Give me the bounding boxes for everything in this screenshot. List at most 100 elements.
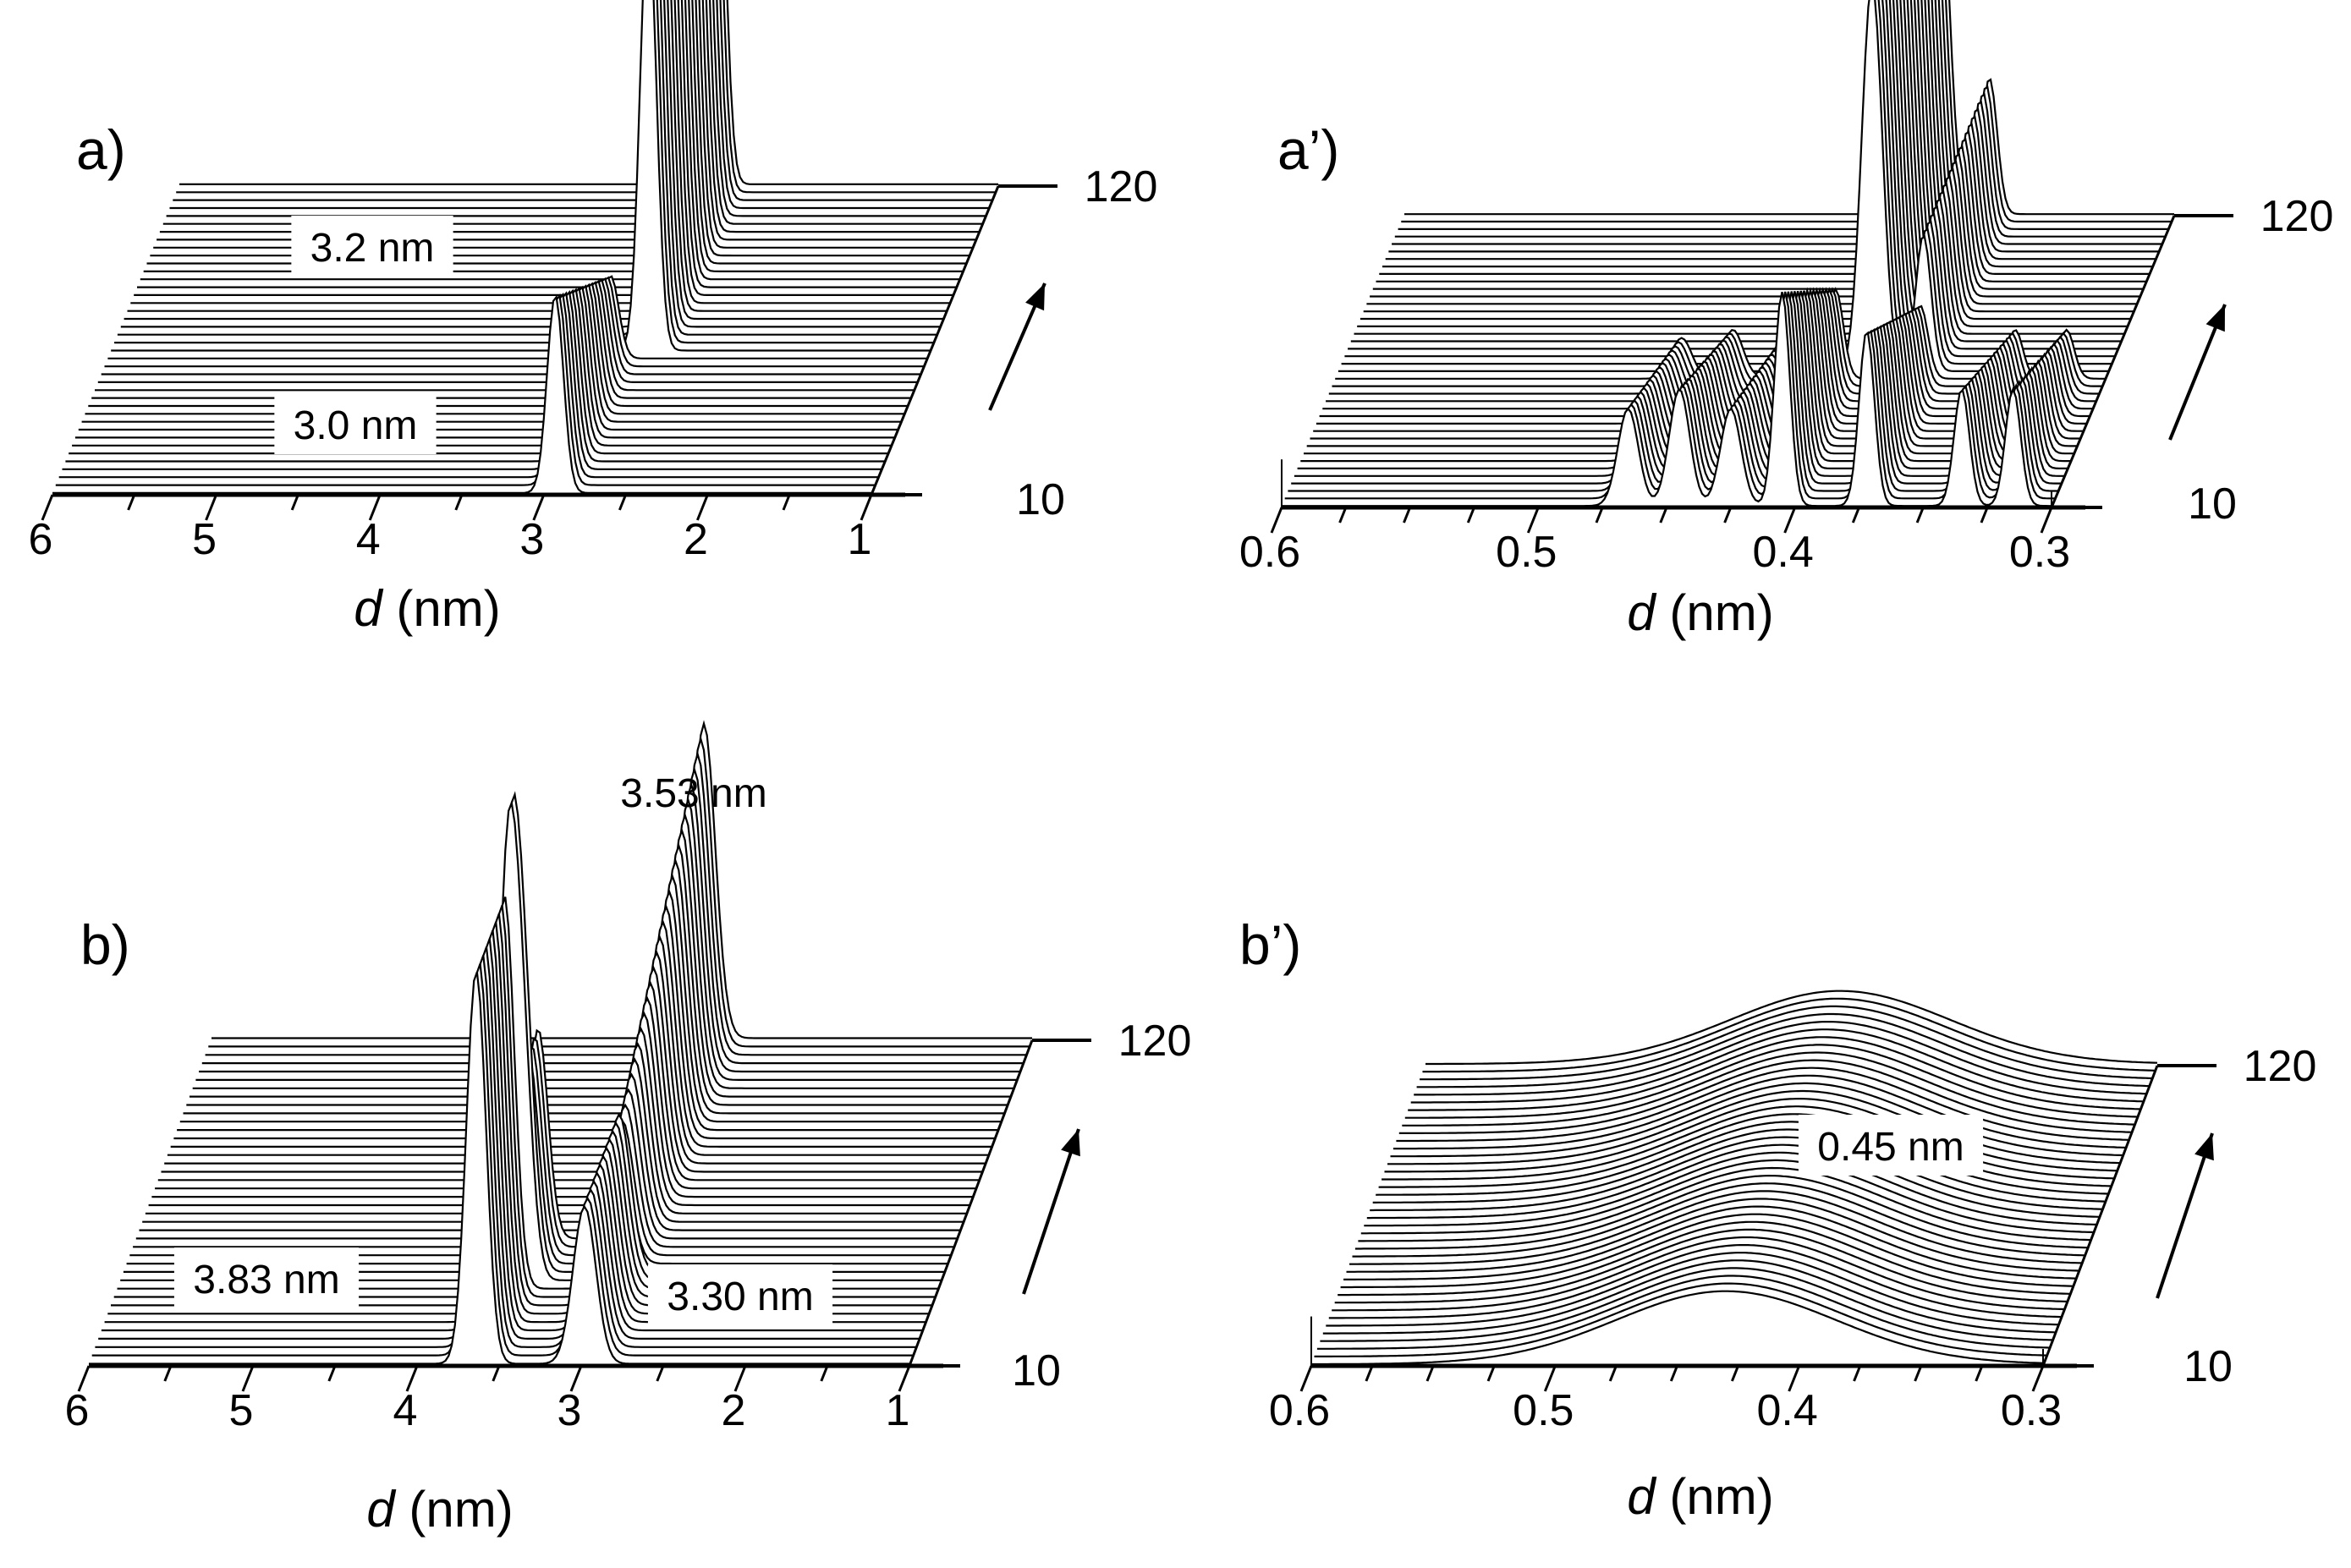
panel-1: 6 5 4 3 2 1 d (nm) 10 120 a) 3.2 nm 3.0 nm	[29, 0, 1157, 637]
series-fill	[1372, 0, 2143, 291]
x-tick-label: 2	[722, 1386, 746, 1435]
series-line	[1338, 1220, 2070, 1297]
series-line	[1385, 0, 2156, 260]
series-line	[140, 0, 959, 281]
x-tick-label: 0.5	[1496, 528, 1557, 577]
series-line	[1366, 0, 2137, 305]
series-fill	[1357, 0, 2128, 328]
series-line	[1358, 1166, 2090, 1242]
x-tick-label: 5	[229, 1386, 254, 1435]
series-line	[1376, 1121, 2108, 1196]
series-line	[1422, 997, 2155, 1073]
x-major-tick	[1299, 1365, 1313, 1392]
x-minor-tick	[327, 1365, 337, 1382]
x-major-tick	[77, 1365, 91, 1392]
x-major-tick	[405, 1365, 419, 1392]
series-line	[81, 284, 901, 423]
x-tick-label: 4	[356, 515, 381, 564]
series-line	[1363, 0, 2134, 313]
series-fill	[127, 0, 947, 313]
series-fill	[1392, 0, 2162, 246]
series-line	[65, 289, 885, 463]
x-axis-var: d	[354, 580, 383, 637]
series-line	[111, 0, 931, 352]
series-line	[151, 1011, 973, 1198]
direction-arrow-head	[1061, 1129, 1080, 1157]
x-major-tick	[2031, 1365, 2045, 1392]
series-line	[85, 282, 904, 415]
x-minor-tick	[1914, 1365, 1923, 1382]
series-line	[1334, 1228, 2067, 1304]
x-major-tick	[205, 494, 217, 521]
x-tick-label: 6	[29, 515, 53, 564]
x-major-tick	[860, 494, 873, 521]
series-fill	[137, 0, 956, 289]
series-line	[107, 275, 927, 359]
series-fill	[130, 0, 950, 305]
series-line	[91, 280, 911, 399]
x-minor-tick	[1851, 507, 1860, 524]
series-line	[69, 288, 888, 455]
series-line	[1404, 0, 2174, 216]
series-line	[1420, 1005, 2152, 1081]
series-fill	[157, 0, 976, 242]
direction-arrow-head	[2205, 304, 2225, 332]
series-line	[117, 0, 937, 336]
series-line	[205, 750, 1026, 1056]
x-minor-tick	[1486, 1365, 1496, 1382]
z-tick-label: 10	[2183, 1342, 2233, 1391]
x-minor-tick	[1365, 1365, 1374, 1382]
x-minor-tick	[1730, 1365, 1739, 1382]
series-fill	[114, 0, 934, 345]
series-fill	[153, 0, 973, 249]
annotation-box	[274, 393, 437, 454]
panel-4: 0.6 0.5 0.4 0.3 d (nm) 10 120 b’) 0.45 nm	[1239, 913, 2316, 1525]
series-line	[179, 873, 1001, 1123]
panel-2: 0.6 0.5 0.4 0.3 d (nm) 10 120 a’)	[1239, 0, 2333, 641]
series-line	[97, 278, 917, 383]
peak-annotation: 0.45 nm	[1817, 1125, 1964, 1170]
series-fill	[111, 0, 931, 353]
annotation-box	[291, 216, 453, 277]
series-line	[1392, 0, 2162, 245]
x-minor-tick	[127, 494, 136, 511]
annotation-box	[647, 1264, 833, 1325]
series-line	[211, 720, 1032, 1039]
x-minor-tick	[1338, 507, 1348, 524]
series-fill	[58, 294, 878, 480]
x-minor-tick	[290, 494, 299, 511]
series-line	[127, 0, 947, 312]
x-tick-label: 0.5	[1513, 1386, 1574, 1435]
x-axis-label: d (nm)	[1627, 584, 1773, 641]
series-fill	[104, 277, 924, 369]
series-line	[101, 938, 922, 1332]
series-line	[120, 0, 940, 328]
x-axis-label: d (nm)	[366, 1481, 513, 1538]
series-fill	[179, 0, 998, 186]
series-fill	[120, 803, 942, 1283]
series-line	[162, 0, 982, 225]
series-line	[170, 918, 991, 1149]
series-line	[58, 292, 878, 479]
series-line	[1408, 1036, 2140, 1111]
series-line	[1320, 1267, 2052, 1342]
series-line	[1416, 1012, 2149, 1088]
series-fill	[150, 0, 970, 258]
series-line	[1370, 0, 2140, 298]
series-line	[1349, 1190, 2082, 1265]
series-fill	[1360, 0, 2130, 321]
series-fill	[1311, 1291, 2043, 1366]
series-line	[1401, 0, 2172, 223]
x-major-tick	[1543, 1365, 1557, 1392]
peak-annotation: 3.2 nm	[310, 226, 435, 271]
series-line	[101, 277, 920, 376]
series-fill	[117, 0, 937, 337]
series-line	[186, 842, 1008, 1106]
series-fill	[1370, 0, 2140, 299]
series-fill	[72, 289, 892, 447]
x-minor-tick	[782, 494, 791, 511]
x-minor-tick	[820, 1365, 829, 1382]
series-line	[169, 0, 989, 210]
